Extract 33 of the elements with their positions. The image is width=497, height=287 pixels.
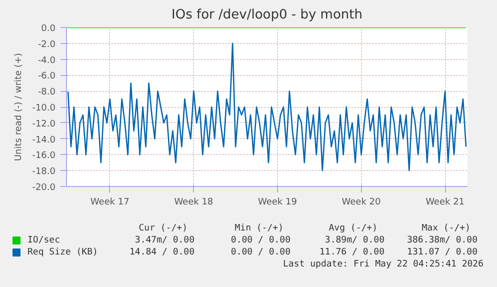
text: 3.89m/ 0.00 (324, 236, 385, 246)
y-tick-label: -10.0 (32, 104, 56, 114)
y-tick-label: 0.0 (41, 24, 56, 34)
y-tick-label: -8.0 (38, 88, 56, 98)
text: 0.00 / 0.00 (230, 248, 291, 258)
text: Cur (-/+) (138, 224, 188, 234)
legend-label: IO/sec (28, 236, 60, 246)
y-tick-label: -16.0 (32, 151, 56, 162)
text: 14.84 / 0.00 (129, 248, 195, 258)
x-tick-label: Week 21 (426, 198, 465, 208)
y-tick-label: -18.0 (32, 167, 56, 178)
y-tick-label: -6.0 (38, 72, 56, 82)
text: Max (-/+) (422, 224, 471, 234)
y-axis-title: Units read (-) / write (+) (14, 52, 24, 162)
y-tick-label: -2.0 (38, 40, 56, 50)
x-tick-label: Week 18 (174, 198, 214, 208)
y-tick-label: -14.0 (32, 135, 56, 146)
legend-label: Req Size (KB) (28, 248, 98, 258)
y-tick-label: -20.0 (32, 183, 56, 193)
text: 3.47m/ 0.00 (134, 236, 195, 246)
x-tick-label: Week 19 (258, 198, 298, 208)
text: 11.76 / 0.00 (319, 248, 385, 258)
chart-title: IOs for /dev/loop0 - by month (172, 8, 362, 22)
text: Min (-/+) (234, 224, 284, 234)
text: Avg (-/+) (328, 224, 378, 234)
x-tick-label: Week 17 (90, 198, 130, 208)
y-tick-label: -12.0 (32, 119, 56, 130)
x-tick-label: Week 20 (342, 198, 382, 208)
text: 0.00 / 0.00 (230, 236, 291, 246)
text: 131.07 / 0.00 (407, 248, 478, 258)
y-tick-label: -4.0 (38, 56, 56, 66)
text: 386.38m/ 0.00 (407, 236, 478, 246)
text: Last update: Fri May 22 04:25:41 2026 (283, 260, 484, 270)
